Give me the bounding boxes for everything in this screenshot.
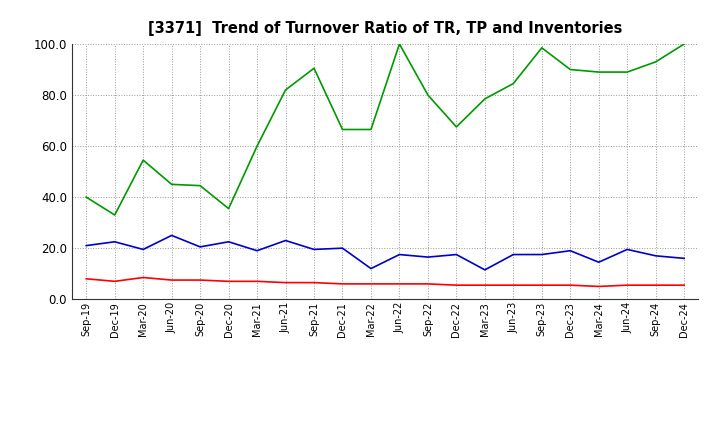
Inventories xyxy=(509,81,518,86)
Trade Receivables xyxy=(395,281,404,286)
Trade Receivables xyxy=(595,284,603,289)
Trade Receivables xyxy=(338,281,347,286)
Trade Receivables xyxy=(310,280,318,285)
Inventories xyxy=(82,194,91,200)
Inventories xyxy=(623,70,631,75)
Trade Payables xyxy=(82,243,91,248)
Trade Payables xyxy=(225,239,233,245)
Trade Payables xyxy=(480,267,489,272)
Inventories xyxy=(595,70,603,75)
Inventories xyxy=(652,59,660,65)
Trade Payables xyxy=(167,233,176,238)
Trade Payables xyxy=(452,252,461,257)
Inventories xyxy=(395,41,404,47)
Trade Receivables xyxy=(167,278,176,283)
Trade Payables xyxy=(566,248,575,253)
Trade Payables xyxy=(366,266,375,271)
Legend: Trade Receivables, Trade Payables, Inventories: Trade Receivables, Trade Payables, Inven… xyxy=(166,438,604,440)
Inventories xyxy=(167,182,176,187)
Inventories xyxy=(282,87,290,92)
Trade Payables xyxy=(395,252,404,257)
Trade Receivables xyxy=(537,282,546,288)
Inventories xyxy=(310,66,318,71)
Trade Payables xyxy=(623,247,631,252)
Inventories xyxy=(537,45,546,51)
Inventories xyxy=(139,158,148,163)
Trade Payables xyxy=(595,260,603,265)
Trade Payables xyxy=(310,247,318,252)
Trade Receivables xyxy=(652,282,660,288)
Trade Receivables xyxy=(196,278,204,283)
Trade Receivables xyxy=(480,282,489,288)
Inventories xyxy=(225,206,233,211)
Trade Payables xyxy=(282,238,290,243)
Trade Receivables xyxy=(282,280,290,285)
Inventories xyxy=(110,213,119,218)
Inventories xyxy=(452,124,461,129)
Inventories xyxy=(253,143,261,149)
Trade Payables xyxy=(253,248,261,253)
Inventories xyxy=(423,92,432,98)
Trade Payables xyxy=(652,253,660,258)
Line: Trade Receivables: Trade Receivables xyxy=(86,278,684,286)
Trade Receivables xyxy=(110,279,119,284)
Inventories xyxy=(366,127,375,132)
Title: [3371]  Trend of Turnover Ratio of TR, TP and Inventories: [3371] Trend of Turnover Ratio of TR, TP… xyxy=(148,21,622,36)
Trade Payables xyxy=(196,244,204,249)
Inventories xyxy=(680,41,688,47)
Trade Receivables xyxy=(225,279,233,284)
Trade Payables xyxy=(338,246,347,251)
Trade Payables xyxy=(423,254,432,260)
Line: Trade Payables: Trade Payables xyxy=(86,235,684,270)
Trade Receivables xyxy=(82,276,91,282)
Inventories xyxy=(566,67,575,72)
Trade Receivables xyxy=(509,282,518,288)
Inventories xyxy=(196,183,204,188)
Line: Inventories: Inventories xyxy=(86,44,684,215)
Trade Payables xyxy=(110,239,119,245)
Trade Receivables xyxy=(366,281,375,286)
Inventories xyxy=(480,96,489,102)
Inventories xyxy=(338,127,347,132)
Trade Payables xyxy=(680,256,688,261)
Trade Receivables xyxy=(452,282,461,288)
Trade Receivables xyxy=(680,282,688,288)
Trade Receivables xyxy=(253,279,261,284)
Trade Payables xyxy=(537,252,546,257)
Trade Receivables xyxy=(423,281,432,286)
Trade Payables xyxy=(509,252,518,257)
Trade Payables xyxy=(139,247,148,252)
Trade Receivables xyxy=(623,282,631,288)
Trade Receivables xyxy=(139,275,148,280)
Trade Receivables xyxy=(566,282,575,288)
